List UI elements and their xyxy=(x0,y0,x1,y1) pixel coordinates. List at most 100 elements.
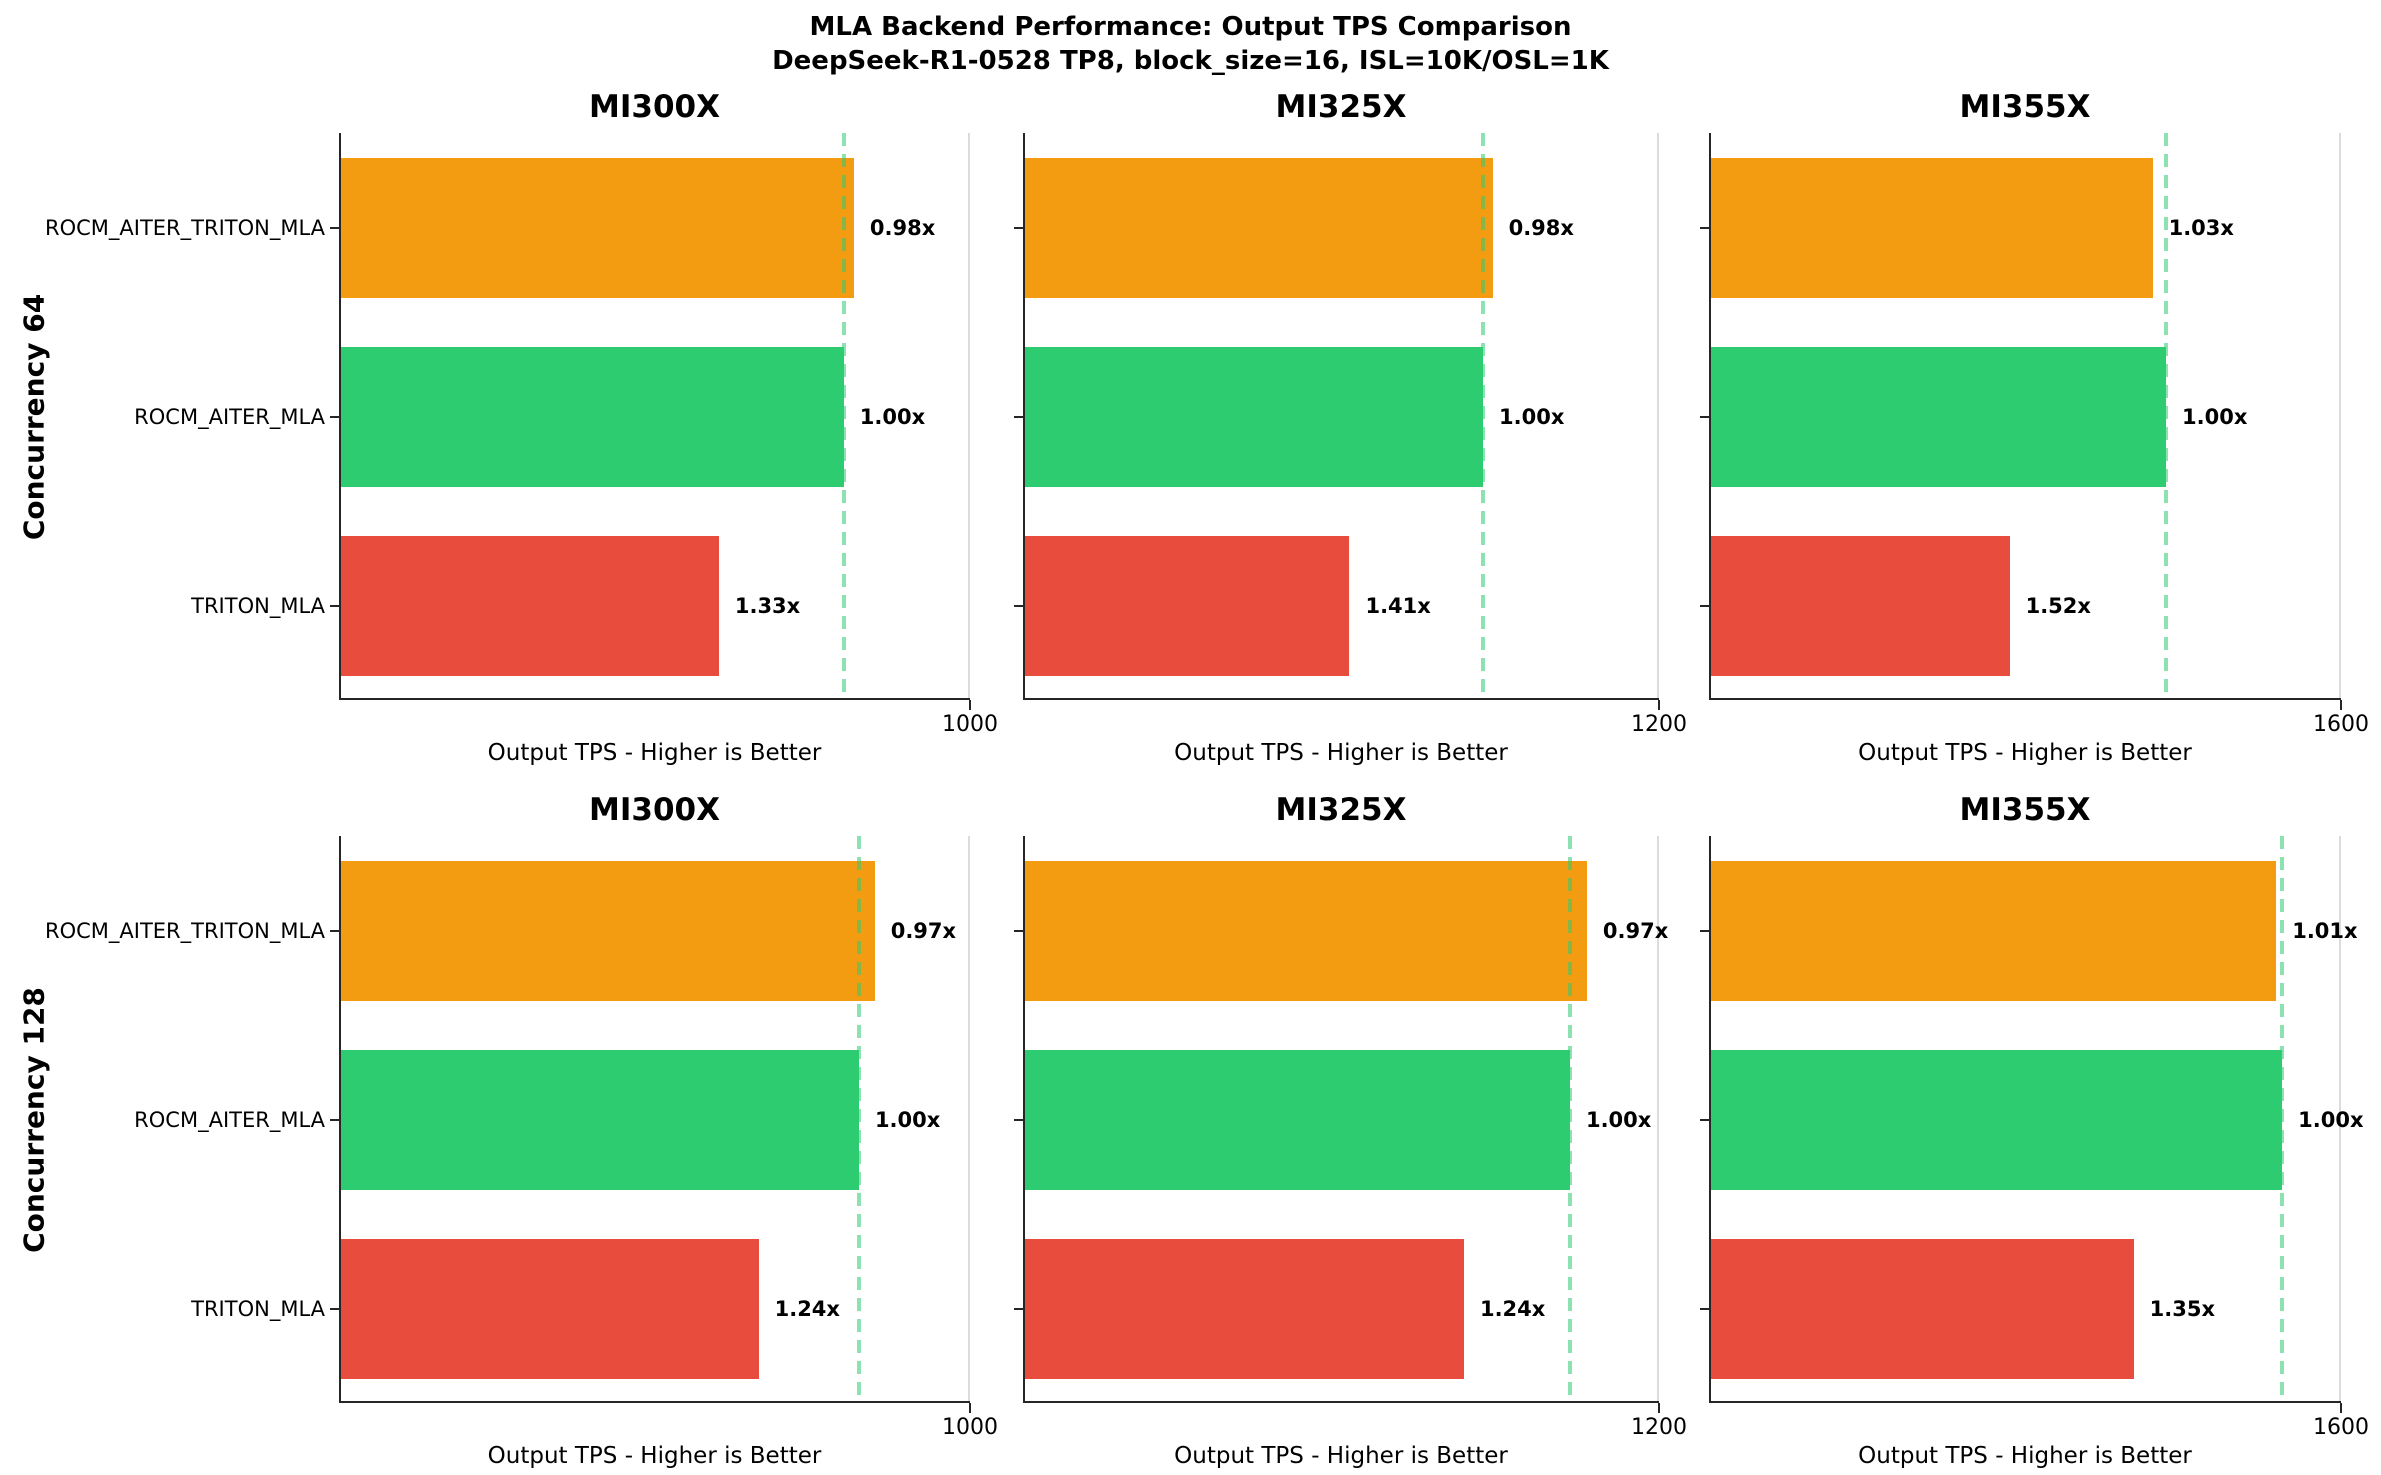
bar-ratio-label: 1.03x xyxy=(2168,215,2234,240)
reference-line xyxy=(1481,133,1486,700)
bar-TRITON_MLA xyxy=(341,535,719,676)
reference-line xyxy=(856,836,861,1403)
left-spine xyxy=(1023,133,1025,700)
subplot-title: MI325X xyxy=(1275,792,1407,828)
bar-ROCM_AITER_TRITON_MLA xyxy=(341,860,875,1001)
y-tick-mark xyxy=(1014,929,1023,932)
bar-ratio-label: 1.35x xyxy=(2149,1296,2215,1321)
bottom-spine xyxy=(1709,698,2341,700)
bar-ratio-label: 1.00x xyxy=(1585,1107,1652,1132)
gridline-xmax xyxy=(2339,133,2341,700)
bar-ratio-label: 0.97x xyxy=(1602,918,1669,943)
bar-ROCM_AITER_TRITON_MLA xyxy=(1025,157,1493,298)
y-tick-mark xyxy=(1014,226,1023,229)
reference-line xyxy=(1567,836,1572,1403)
x-tick-mark xyxy=(2340,700,2342,710)
subplot-mi355x-r1: MI355X 1.03x 1.00x 1.52x 1600 Output TPS - Hi… xyxy=(1700,89,2369,766)
subplot-title: MI355X xyxy=(1959,89,2091,125)
y-tick-mark xyxy=(330,1118,339,1121)
gridline-xmax xyxy=(968,836,970,1403)
bar-ratio-label: 1.00x xyxy=(859,404,926,429)
x-tick-mark xyxy=(1658,700,1660,710)
x-axis-label: Output TPS - Higher is Better xyxy=(487,740,822,766)
bar-ratio-label: 1.00x xyxy=(2182,404,2248,429)
subplot-title: MI325X xyxy=(1275,89,1407,125)
bar-ROCM_AITER_TRITON_MLA xyxy=(341,157,854,298)
left-spine xyxy=(1023,836,1025,1403)
y-tick-mark xyxy=(1014,415,1023,418)
subplot-mi325x-r1: MI325X 0.98x 1.00x 1.41x 1200 Output TPS - Hi… xyxy=(1014,89,1687,766)
left-spine xyxy=(339,836,341,1403)
y-tick-mark xyxy=(1700,1118,1709,1121)
bar-ratio-label: 1.24x xyxy=(1479,1296,1546,1321)
bar-ratio-label: 1.41x xyxy=(1365,593,1431,618)
left-spine xyxy=(1709,133,1711,700)
y-tick-mark xyxy=(1700,604,1709,607)
y-tick-mark xyxy=(1700,1307,1709,1310)
gridline-xmax xyxy=(968,133,970,700)
bar-TRITON_MLA xyxy=(1711,1238,2134,1379)
gridline-xmax xyxy=(1657,133,1659,700)
y-axis-tick-label: ROCM_AITER_MLA xyxy=(134,404,325,429)
bar-ROCM_AITER_MLA xyxy=(341,346,844,487)
x-axis-tick-label: 1200 xyxy=(1631,1415,1687,1440)
y-axis-tick-label: TRITON_MLA xyxy=(191,593,325,618)
bottom-spine xyxy=(339,698,970,700)
x-tick-mark xyxy=(969,700,971,710)
bar-TRITON_MLA xyxy=(341,1238,759,1379)
bar-TRITON_MLA xyxy=(1025,1238,1464,1379)
bar-ratio-label: 1.33x xyxy=(734,593,801,618)
reference-line xyxy=(2280,836,2285,1403)
x-axis-tick-label: 1600 xyxy=(2313,1415,2369,1440)
bottom-spine xyxy=(339,1401,970,1403)
x-axis-label: Output TPS - Higher is Better xyxy=(1858,740,2192,766)
y-axis-tick-label: TRITON_MLA xyxy=(191,1296,325,1321)
bar-TRITON_MLA xyxy=(1711,535,2010,676)
x-tick-mark xyxy=(1658,1403,1660,1413)
bar-TRITON_MLA xyxy=(1025,535,1350,676)
y-tick-mark xyxy=(330,929,339,932)
bar-ROCM_AITER_MLA xyxy=(1025,1049,1570,1190)
bar-ratio-label: 1.24x xyxy=(774,1296,840,1321)
chart-title: MLA Backend Performance: Output TPS Comp… xyxy=(0,10,2381,78)
y-tick-mark xyxy=(330,1307,339,1310)
gridline-xmax xyxy=(2339,836,2341,1403)
y-axis-tick-label: ROCM_AITER_TRITON_MLA xyxy=(45,918,325,943)
x-axis-tick-label: 1000 xyxy=(942,1415,998,1440)
bar-ratio-label: 1.01x xyxy=(2292,918,2358,943)
reference-line xyxy=(2164,133,2168,700)
y-tick-mark xyxy=(330,415,339,418)
y-tick-mark xyxy=(1014,1307,1023,1310)
bar-ratio-label: 1.52x xyxy=(2025,593,2091,618)
bar-ROCM_AITER_TRITON_MLA xyxy=(1711,157,2153,298)
x-axis-tick-label: 1600 xyxy=(2313,712,2369,737)
x-axis-label: Output TPS - Higher is Better xyxy=(1858,1443,2192,1469)
y-tick-mark xyxy=(1014,604,1023,607)
y-tick-mark xyxy=(1014,1118,1023,1121)
y-tick-mark xyxy=(1700,929,1709,932)
bar-ROCM_AITER_MLA xyxy=(1025,346,1484,487)
bar-ROCM_AITER_TRITON_MLA xyxy=(1711,860,2277,1001)
bar-ROCM_AITER_MLA xyxy=(341,1049,859,1190)
x-axis-tick-label: 1000 xyxy=(942,712,998,737)
row-label-concurrency-64: Concurrency 64 xyxy=(17,293,51,540)
bottom-spine xyxy=(1709,1401,2341,1403)
bar-ratio-label: 0.97x xyxy=(890,918,957,943)
x-axis-label: Output TPS - Higher is Better xyxy=(1174,740,1508,766)
subplot-mi300x-r2: MI300X 0.97x ROCM_AITER_TRITON_MLA 1.00x ROC… xyxy=(45,792,998,1469)
y-tick-mark xyxy=(330,604,339,607)
y-tick-mark xyxy=(1700,415,1709,418)
subplot-mi300x-r1: MI300X 0.98x ROCM_AITER_TRITON_MLA 1.00x ROC… xyxy=(45,89,998,766)
bottom-spine xyxy=(1023,1401,1659,1403)
bar-ratio-label: 1.00x xyxy=(1499,404,1565,429)
gridline-xmax xyxy=(1657,836,1659,1403)
x-axis-label: Output TPS - Higher is Better xyxy=(487,1443,822,1469)
left-spine xyxy=(1709,836,1711,1403)
subplot-title: MI300X xyxy=(589,792,720,828)
y-axis-tick-label: ROCM_AITER_TRITON_MLA xyxy=(45,215,325,240)
bar-ROCM_AITER_TRITON_MLA xyxy=(1025,860,1587,1001)
chart-title-line2: DeepSeek-R1-0528 TP8, block_size=16, ISL… xyxy=(772,46,1609,76)
x-tick-mark xyxy=(969,1403,971,1413)
y-axis-tick-label: ROCM_AITER_MLA xyxy=(134,1107,325,1132)
